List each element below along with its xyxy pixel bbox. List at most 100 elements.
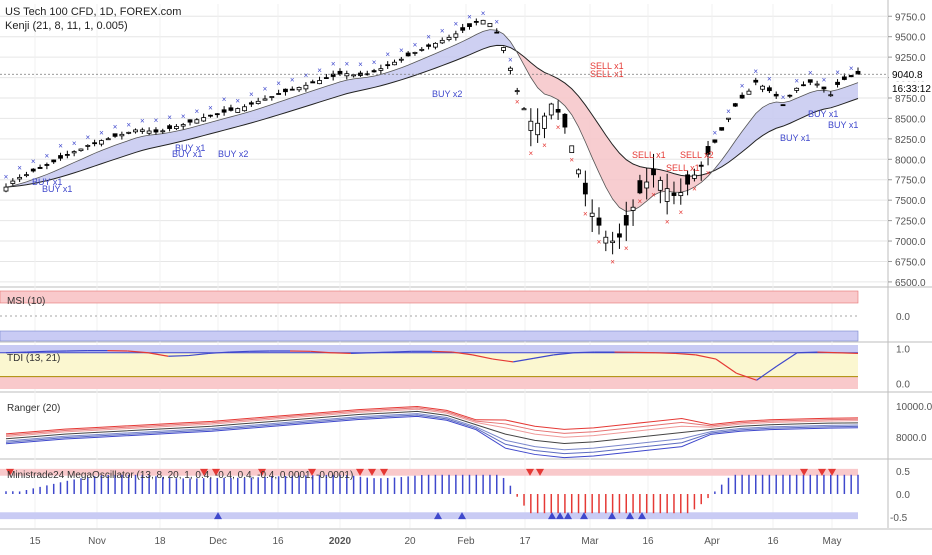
candle-body xyxy=(290,89,294,90)
mega-tick-label: -0.5 xyxy=(890,513,908,524)
candle-body xyxy=(413,52,417,53)
candle-body xyxy=(624,215,628,225)
price-axis[interactable]: 9750.09500.09250.09000.08750.08500.08250… xyxy=(888,12,932,524)
candle-body xyxy=(31,169,35,171)
tdi-line-segment xyxy=(229,351,249,352)
kenji-indicator-title: Kenji (21, 8, 11, 1, 0.005) xyxy=(5,20,128,32)
sell-marker: × xyxy=(706,168,711,177)
buy-marker: × xyxy=(263,84,268,93)
price-tick-label: 9500.0 xyxy=(895,33,926,44)
buy-marker: × xyxy=(835,68,840,77)
sell-marker: × xyxy=(542,141,547,150)
tdi-lower-zone xyxy=(0,377,858,389)
candle-body xyxy=(502,47,506,50)
buy-signal-label: BUY x1 xyxy=(808,109,838,119)
candle-body xyxy=(774,94,778,96)
msi-tick-label: 0.0 xyxy=(896,312,910,323)
candle-body xyxy=(733,104,737,107)
candle-body xyxy=(297,87,301,89)
buy-marker: × xyxy=(399,46,404,55)
time-tick-label: 17 xyxy=(519,536,531,547)
buy-marker: × xyxy=(426,32,431,41)
buy-marker: × xyxy=(440,26,445,35)
candle-body xyxy=(611,241,615,243)
tdi-line-segment xyxy=(331,353,351,354)
price-tick-label: 9250.0 xyxy=(895,53,926,64)
candle-body xyxy=(283,89,287,92)
candle-body xyxy=(617,234,621,237)
candle-body xyxy=(692,175,696,178)
candle-body xyxy=(379,69,383,71)
sell-marker: × xyxy=(638,197,643,206)
msi-pane-title: MSI (10) xyxy=(7,296,45,307)
candle-body xyxy=(720,128,724,131)
buy-marker: × xyxy=(235,97,240,106)
candle-body xyxy=(801,85,805,86)
candle-body xyxy=(495,32,499,33)
buy-signal-label: BUY x1 xyxy=(175,143,205,153)
candle-body xyxy=(747,91,751,94)
symbol-title: US Tech 100 CFD, 1D, FOREX.com xyxy=(5,6,181,18)
candle-body xyxy=(536,123,540,134)
countdown-label: 16:33:12 xyxy=(892,84,931,95)
buy-marker: × xyxy=(767,75,772,84)
price-tick-label: 8500.0 xyxy=(895,114,926,125)
tdi-line-segment xyxy=(371,352,391,353)
indicator-panes xyxy=(0,291,858,519)
buy-marker: × xyxy=(822,76,827,85)
buy-signal-label: BUY x1 xyxy=(780,133,810,143)
candle-body xyxy=(474,21,478,22)
candle-body xyxy=(59,156,63,159)
msi-upper-zone xyxy=(0,291,858,303)
tdi-line-segment xyxy=(432,351,452,352)
candle-body xyxy=(508,68,512,70)
candle-body xyxy=(311,82,315,83)
candle-body xyxy=(522,109,526,110)
candle-body xyxy=(4,187,8,191)
candle-body xyxy=(161,131,165,132)
candle-body xyxy=(202,118,206,121)
price-tick-label: 7750.0 xyxy=(895,176,926,187)
buy-marker: × xyxy=(413,41,418,50)
buy-marker: × xyxy=(208,104,213,113)
candle-body xyxy=(631,207,635,210)
sell-marker: × xyxy=(597,237,602,246)
buy-marker: × xyxy=(331,60,336,69)
candle-body xyxy=(781,105,785,106)
time-tick-label: Apr xyxy=(704,536,720,547)
candle-body xyxy=(488,23,492,26)
tdi-pane-title: TDI (13, 21) xyxy=(7,353,60,364)
price-tick-label: 6500.0 xyxy=(895,278,926,289)
candle-body xyxy=(570,146,574,153)
candle-body xyxy=(440,40,444,42)
price-tick-label: 7000.0 xyxy=(895,237,926,248)
buy-marker: × xyxy=(358,60,363,69)
time-tick-label: 2020 xyxy=(329,536,352,547)
candle-body xyxy=(372,71,376,72)
candle-body xyxy=(352,75,356,76)
mega-tick-label: 0.0 xyxy=(896,490,910,501)
price-tick-label: 7500.0 xyxy=(895,196,926,207)
tdi-tick-label: 0.0 xyxy=(896,380,910,391)
buy-signal-label: BUY x1 xyxy=(42,184,72,194)
candle-body xyxy=(229,108,233,111)
candle-body xyxy=(195,120,199,123)
candle-body xyxy=(52,160,56,162)
candle-body xyxy=(134,130,138,132)
buy-marker: × xyxy=(781,93,786,102)
buy-marker: × xyxy=(454,20,459,29)
tdi-line-segment xyxy=(797,352,817,353)
candle-body xyxy=(386,65,390,66)
candle-body xyxy=(740,95,744,98)
candle-body xyxy=(127,132,131,133)
tdi-line-segment xyxy=(838,353,858,354)
price-pane[interactable]: ××××××××××××××××××××××××××××××××××××××××… xyxy=(0,9,888,267)
tdi-mid-zone xyxy=(0,353,858,377)
candle-body xyxy=(808,80,812,83)
candle-body xyxy=(842,77,846,80)
candle-body xyxy=(822,87,826,89)
megaoscillator-pane-title: Ministrade24 MegaOscillator (13, 8, 20, … xyxy=(7,470,353,481)
price-tick-label: 8750.0 xyxy=(895,94,926,105)
